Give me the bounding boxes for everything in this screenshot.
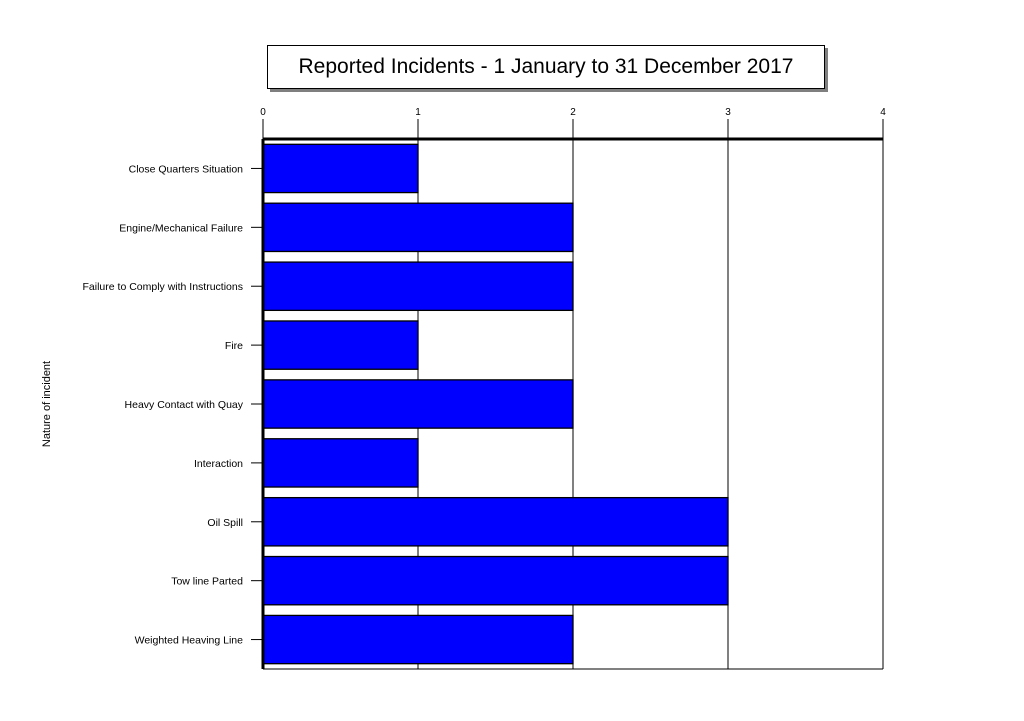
category-label: Fire <box>225 340 243 352</box>
category-label: Heavy Contact with Quay <box>125 399 244 411</box>
x-tick-label: 1 <box>415 107 421 118</box>
bar <box>262 143 419 194</box>
axes <box>251 119 884 670</box>
x-tick-label: 4 <box>880 107 886 118</box>
bar <box>262 614 574 665</box>
bar <box>262 320 419 370</box>
bar <box>262 202 574 253</box>
category-label: Failure to Comply with Instructions <box>83 281 243 293</box>
y-axis-title: Nature of incident <box>41 361 53 447</box>
x-tick-label: 0 <box>260 107 266 118</box>
category-label: Oil Spill <box>207 517 243 529</box>
x-tick-label: 2 <box>570 107 576 118</box>
category-label: Weighted Heaving Line <box>135 635 244 647</box>
category-label: Tow line Parted <box>171 576 243 588</box>
bar <box>262 555 729 606</box>
bars <box>262 143 729 665</box>
bar <box>262 438 419 488</box>
category-label: Interaction <box>194 458 243 470</box>
bar <box>262 261 574 312</box>
category-label: Engine/Mechanical Failure <box>119 222 243 234</box>
x-tick-label: 3 <box>725 107 731 118</box>
category-label: Close Quarters Situation <box>129 163 244 175</box>
labels: 0 1 2 3 4 Close Quarters Situation Engine/Mech… <box>83 107 887 647</box>
chart-title: Reported Incidents - 1 January to 31 Dec… <box>267 45 825 89</box>
bar <box>262 496 729 547</box>
bar <box>262 379 574 429</box>
